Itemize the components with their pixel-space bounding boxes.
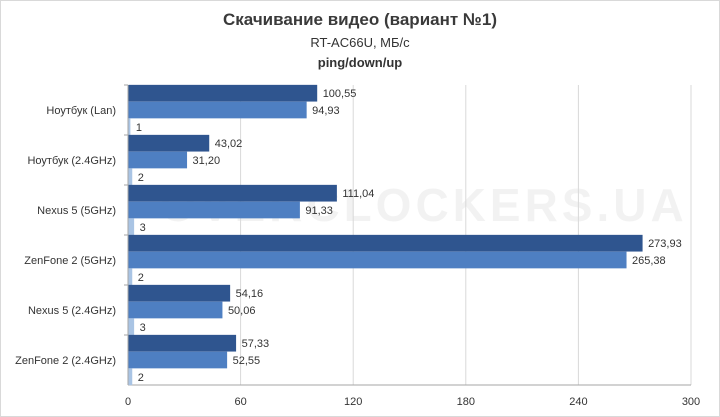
x-tick-label: 120 — [344, 396, 362, 408]
data-label: 2 — [138, 172, 144, 184]
bar — [129, 85, 318, 102]
data-label: 31,20 — [193, 155, 221, 167]
x-tick-label: 0 — [125, 396, 131, 408]
bar — [129, 352, 228, 369]
bar — [129, 102, 307, 119]
category-label: ZenFone 2 (2.4GHz) — [15, 355, 116, 367]
bar — [129, 268, 133, 285]
category-label: Nexus 5 (2.4GHz) — [28, 305, 116, 317]
data-label: 273,93 — [648, 238, 682, 250]
data-label: 54,16 — [236, 288, 264, 300]
data-label: 265,38 — [632, 255, 666, 267]
data-label: 2 — [138, 272, 144, 284]
data-label: 100,55 — [323, 88, 357, 100]
data-label: 111,04 — [342, 188, 374, 200]
bar — [129, 368, 133, 385]
bar — [129, 235, 643, 252]
bar — [129, 335, 237, 352]
data-label: 52,55 — [233, 355, 261, 367]
category-label: Ноутбук (Lan) — [46, 105, 116, 117]
bar — [129, 118, 131, 135]
x-tick-label: 180 — [457, 396, 475, 408]
bar — [129, 302, 223, 319]
category-label: Ноутбук (2.4GHz) — [27, 155, 116, 167]
data-label: 1 — [136, 122, 142, 134]
category-label: ZenFone 2 (5GHz) — [24, 255, 116, 267]
bar — [129, 318, 135, 335]
x-tick-label: 240 — [569, 396, 587, 408]
x-tick-label: 300 — [682, 396, 700, 408]
data-label: 2 — [138, 372, 144, 384]
data-label: 50,06 — [228, 305, 256, 317]
bar — [129, 202, 300, 219]
bar — [129, 218, 135, 235]
data-label: 43,02 — [215, 138, 243, 150]
bar — [129, 185, 337, 202]
data-label: 3 — [140, 322, 146, 334]
bar — [129, 152, 188, 169]
data-label: 91,33 — [305, 205, 333, 217]
category-label: Nexus 5 (5GHz) — [37, 205, 116, 217]
data-label: 94,93 — [312, 105, 340, 117]
bar — [129, 135, 210, 152]
data-label: 57,33 — [242, 338, 270, 350]
bar — [129, 285, 231, 302]
bar — [129, 252, 627, 269]
bar — [129, 168, 133, 185]
data-label: 3 — [140, 222, 146, 234]
x-tick-label: 60 — [234, 396, 246, 408]
